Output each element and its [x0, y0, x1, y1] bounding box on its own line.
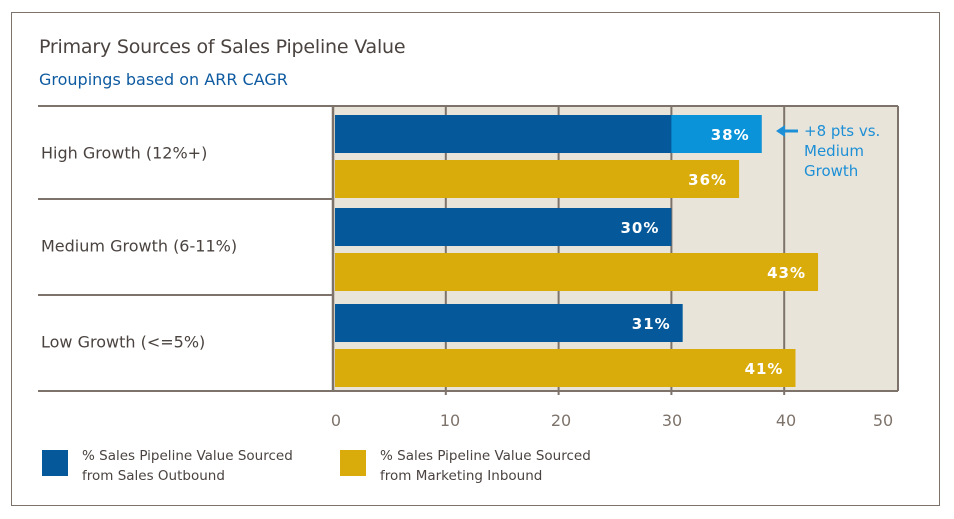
- legend-item-outbound: % Sales Pipeline Value Sourced from Sale…: [42, 446, 322, 486]
- tick-label: 30: [662, 411, 682, 430]
- arrow-left-icon: [776, 125, 785, 137]
- tick-label: 50: [873, 411, 893, 430]
- bar-inbound-1: [335, 253, 819, 291]
- bar-highlight-segment: [671, 115, 762, 153]
- category-separators: [38, 105, 898, 392]
- category-label: Medium Growth (6-11%): [41, 237, 237, 256]
- bars: 38% 36% 30% 43% 31% 41%: [335, 115, 819, 387]
- legend-label-inbound: % Sales Pipeline Value Sourced from Mark…: [380, 448, 591, 484]
- category-label: Low Growth (<=5%): [41, 333, 205, 352]
- annotation-text: +8 pts vs.: [804, 122, 880, 140]
- category-label: High Growth (12%+): [41, 144, 207, 163]
- legend-swatch-inbound: [340, 450, 366, 476]
- bar-value-label: 36%: [688, 171, 727, 189]
- bar-value-label: 43%: [767, 264, 806, 282]
- legend-swatch-outbound: [42, 450, 68, 476]
- tick-label: 40: [776, 411, 796, 430]
- tick-label: 20: [551, 411, 571, 430]
- bar-value-label: 38%: [711, 126, 750, 144]
- plot-background: [333, 106, 898, 391]
- tick-label: 10: [440, 411, 460, 430]
- bar-value-label: 30%: [620, 219, 659, 237]
- bar-value-label: 31%: [632, 315, 671, 333]
- category-labels: High Growth (12%+) Medium Growth (6-11%) L…: [41, 144, 237, 352]
- x-axis-ticks: 0 10 20 30 40 50: [331, 411, 893, 430]
- bar-inbound-2: [335, 349, 796, 387]
- chart-frame: [11, 12, 940, 506]
- annotation-text: Medium: [804, 142, 864, 160]
- bar-outbound-1: [335, 208, 672, 246]
- legend-label-outbound: % Sales Pipeline Value Sourced from Sale…: [82, 448, 293, 484]
- chart-subtitle: Groupings based on ARR CAGR: [39, 70, 288, 89]
- chart-title: Primary Sources of Sales Pipeline Value: [39, 36, 406, 58]
- bar-outbound-2: [335, 304, 683, 342]
- gridlines: [331, 106, 899, 395]
- bar-inbound-0: [335, 160, 740, 198]
- annotation-text: Growth: [804, 162, 858, 180]
- bar-value-label: 41%: [745, 360, 784, 378]
- tick-label: 0: [331, 411, 341, 430]
- legend-item-inbound: % Sales Pipeline Value Sourced from Mark…: [340, 446, 620, 486]
- annotation: +8 pts vs. Medium Growth: [776, 122, 880, 180]
